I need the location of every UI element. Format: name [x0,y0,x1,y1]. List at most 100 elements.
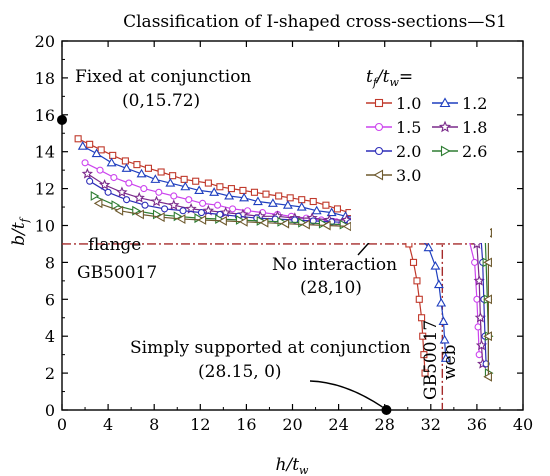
legend-entry-1.0: 1.0 [366,94,421,113]
data-point [296,201,307,211]
y-tick-label: 2 [45,364,55,383]
data-point [423,242,434,252]
data-point [438,316,449,325]
legend-entry-2.0: 2.0 [366,142,421,161]
y-tick-label: 18 [35,69,55,88]
legend-entry-1.8: 1.8 [432,118,487,137]
data-point [161,205,169,213]
data-point [176,214,186,224]
data-point [81,159,89,167]
data-point [262,190,270,198]
web-limit-label: web [440,344,460,380]
data-point [150,174,161,183]
data-point [239,192,250,202]
data-point [252,196,263,206]
data-point [141,201,149,209]
data-point [104,188,112,196]
data-point [192,177,200,185]
data-point [473,295,481,303]
data-point [144,164,152,172]
data-point [169,172,177,180]
data-point [121,157,129,165]
legend-marker [374,146,384,156]
data-point [170,192,178,200]
data-point [155,188,163,196]
legend-marker [373,169,384,181]
data-point [114,205,124,216]
legend-entry-2.6: 2.6 [432,142,487,161]
data-point [238,216,248,227]
legend-label: 1.0 [396,94,421,113]
flange-limit-label: flange [88,235,141,255]
x-tick-label: 0 [57,415,67,434]
data-point [267,198,278,207]
data-point [286,194,294,202]
legend-marker [374,122,384,132]
data-point [81,167,93,179]
legend-label: 2.6 [462,142,487,161]
legend-entry-1.2: 1.2 [432,94,487,113]
data-point [239,186,247,194]
legend-entry-1.5: 1.5 [366,118,421,137]
data-point [483,371,492,382]
data-point [97,146,105,154]
simply-supported-point [381,405,392,415]
data-point [150,195,163,207]
data-point [440,353,451,362]
data-point [482,360,490,368]
data-point [180,181,191,191]
data-point [77,141,88,150]
legend-marker [440,145,451,157]
data-point [280,218,290,229]
x-tick-label: 16 [236,415,256,434]
data-point [197,215,207,225]
data-point [229,205,237,213]
data-point [421,369,429,377]
data-point [282,200,293,209]
x-tick-label: 28 [375,415,395,434]
data-point [333,205,341,213]
data-point [301,219,310,230]
data-point [420,351,428,359]
x-tick-label: 24 [328,415,348,434]
x-tick-label: 40 [513,415,533,434]
fixed-point [57,114,67,125]
data-point [342,221,352,232]
legend-marker [439,97,451,108]
data-point [326,207,337,217]
y-tick-label: 8 [45,253,55,272]
data-point [275,192,283,200]
no-interaction-annotation-line1: No interaction [272,255,397,275]
data-point [473,274,485,286]
data-point [413,277,421,285]
legend-entry-3.0: 3.0 [366,166,421,185]
y-tick-label: 10 [35,217,55,236]
data-point [90,191,100,201]
data-point [106,157,117,167]
data-point [197,209,206,217]
y-axis-label: b/tf [9,216,31,245]
data-point [311,205,322,215]
data-point [430,260,441,270]
data-point [259,217,269,228]
legend-label: 1.2 [462,94,487,113]
fixed-annotation-line1: Fixed at conjunction [75,67,251,87]
annotations: Fixed at conjunction (0,15.72) No intera… [75,67,411,382]
simply-supported-annotation-line1: Simply supported at conjunction [130,338,411,358]
data-point [483,331,492,342]
data-point [157,168,165,176]
data-point [475,351,483,359]
data-point [111,200,121,211]
flange-limit-code-label: GB50017 [77,263,157,283]
data-point [209,187,220,196]
data-point [140,185,148,193]
data-point [194,185,205,194]
data-point [227,185,235,193]
data-point [483,257,492,268]
data-point [179,207,187,215]
x-tick-label: 8 [149,415,159,434]
data-point [185,202,197,214]
x-tick-label: 36 [467,415,487,434]
x-tick-label: 12 [190,415,210,434]
